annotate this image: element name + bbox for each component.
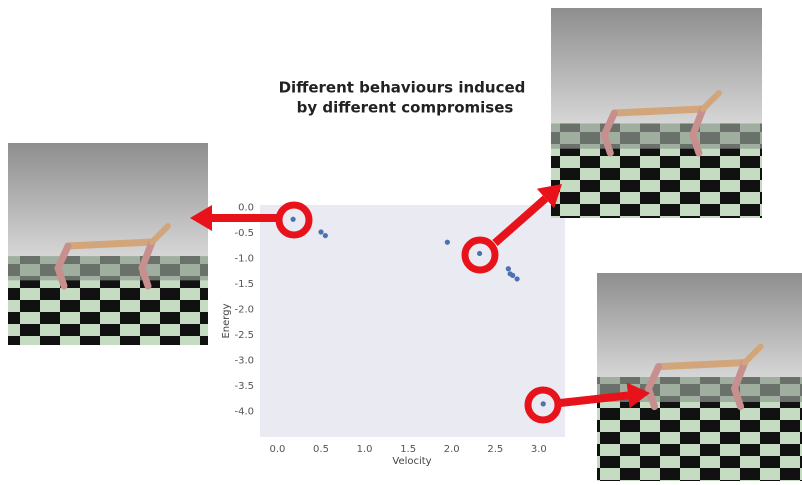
- x-tick-label: 3.0: [531, 444, 547, 455]
- snapshot: [551, 8, 762, 218]
- y-tick-label: -2.5: [234, 330, 254, 341]
- point: [318, 229, 323, 234]
- point: [477, 251, 482, 256]
- point: [510, 273, 515, 278]
- y-tick-label: -1.0: [234, 254, 254, 265]
- point: [541, 401, 546, 406]
- snapshot: [597, 273, 802, 481]
- x-tick-label: 0.0: [269, 444, 285, 455]
- x-tick-label: 2.5: [487, 444, 503, 455]
- y-tick-label: -3.5: [234, 381, 254, 392]
- snapshot: [8, 143, 208, 345]
- point: [514, 276, 519, 281]
- title-line: Different behaviours induced: [279, 79, 526, 97]
- point: [323, 233, 328, 238]
- y-tick-label: 0.0: [238, 203, 254, 214]
- title: Different behaviours induced by differen…: [279, 79, 526, 117]
- point: [506, 266, 511, 271]
- y-tick-label: -3.0: [234, 356, 254, 367]
- title-line: by different compromises: [297, 99, 514, 117]
- figure: Different behaviours induced by differen…: [0, 0, 802, 481]
- y-tick-label: -1.5: [234, 279, 254, 290]
- robot-torso: [614, 109, 703, 113]
- point: [291, 217, 296, 222]
- x-tick-label: 1.0: [357, 444, 373, 455]
- plot-background: [260, 205, 565, 437]
- x-tick-label: 1.5: [400, 444, 416, 455]
- floor-haze: [8, 256, 208, 280]
- robot-torso: [68, 242, 152, 246]
- robot-torso: [659, 363, 745, 367]
- sky: [8, 143, 208, 256]
- sky: [551, 8, 762, 124]
- y-tick-label: -4.0: [234, 407, 254, 418]
- x-tick-label: 2.0: [444, 444, 460, 455]
- y-axis-label: Energy: [221, 303, 232, 338]
- snapshot-content: [8, 143, 208, 345]
- floor-haze: [551, 124, 762, 149]
- point: [445, 240, 450, 245]
- y-tick-label: -2.0: [234, 305, 254, 316]
- x-tick-label: 0.5: [313, 444, 329, 455]
- x-axis-label: Velocity: [392, 456, 431, 467]
- snapshot-content: [551, 8, 762, 218]
- snapshot-content: [597, 273, 802, 481]
- y-tick-label: -0.5: [234, 228, 254, 239]
